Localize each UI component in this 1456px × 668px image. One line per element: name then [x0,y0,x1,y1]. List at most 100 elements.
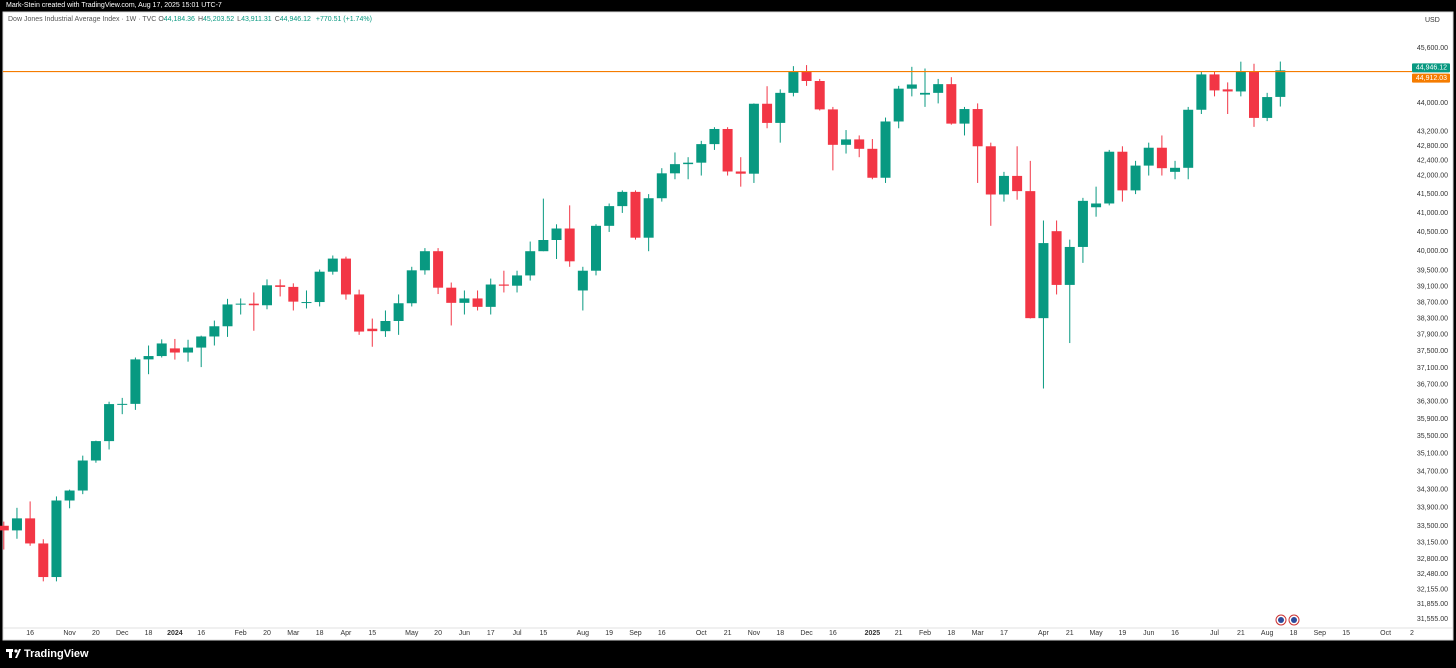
x-tick-label: Jul [513,630,522,637]
candle-body [841,139,852,145]
x-tick-label: Sep [629,630,642,637]
x-tick-label: Aug [1261,630,1274,637]
candle-body [722,128,733,172]
y-tick-label: 34,700.00 [1417,468,1448,475]
candle-body [1209,74,1220,91]
y-tick-label: 32,800.00 [1417,556,1448,563]
x-tick-label: 18 [1290,630,1298,637]
y-tick-label: 40,500.00 [1417,229,1448,236]
price-tag [1412,73,1450,83]
candle-body [512,275,523,286]
x-tick-label: Sep [1314,630,1327,637]
event-icon [1278,617,1284,623]
candle-body [801,71,812,82]
y-tick-label: 41,500.00 [1417,191,1448,198]
candle-body [604,206,615,226]
x-tick-label: Nov [748,630,761,637]
candle-body [1275,70,1286,97]
y-tick-label: 43,200.00 [1417,129,1448,136]
x-tick-label: Nov [63,630,76,637]
candle-body [314,271,325,303]
y-tick-label: 37,500.00 [1417,348,1448,355]
y-tick-label: 36,700.00 [1417,382,1448,389]
ohlc-value: 44,184.36 [163,16,195,23]
logo-icon [6,649,21,658]
candle-body [946,84,957,124]
x-tick-label: Jun [1143,630,1154,637]
x-tick-label: Apr [341,630,353,637]
candle-body [393,303,404,321]
candle-body [920,92,930,95]
x-tick-label: Mar [287,630,300,637]
y-tick-label: 31,855.00 [1417,601,1448,608]
x-tick-label: Apr [1038,630,1050,637]
change: +770.51 (+1.74%) [315,16,372,23]
x-tick-label: Aug [577,630,590,637]
candle-body [564,228,575,262]
y-tick-label: 37,900.00 [1417,332,1448,339]
y-tick-label: 32,480.00 [1417,571,1448,578]
attribution: Mark-Stein created with TradingView.com,… [6,2,222,9]
y-tick-label: 33,900.00 [1417,505,1448,512]
ohlc: O44,184.36 H45,203.52 L43,911.31 C44,946.12 [158,16,314,23]
x-tick-label: 19 [605,630,613,637]
x-tick-label: 20 [92,630,100,637]
candle-body [459,298,470,303]
candle-body [972,109,983,147]
candle-body [51,500,62,578]
y-tick-label: 42,800.00 [1417,143,1448,150]
ohlc-value: 44,946.12 [279,16,311,23]
ohlc-key: O [158,16,164,23]
x-tick-label: May [1089,630,1103,637]
candle-body [669,164,680,174]
candle-body [1156,147,1167,169]
legend: Dow Jones Industrial Average Index · 1W … [8,16,375,23]
x-tick-label: May [405,630,419,637]
x-tick-label: Mar [972,630,985,637]
candle-body [880,121,891,178]
candle-body [196,336,207,348]
ohlc-value: 45,203.52 [203,16,235,23]
candle-body [156,343,167,357]
x-tick-label: 15 [539,630,547,637]
candle-body [0,525,9,531]
candle-body [183,347,194,353]
candle-body [1222,89,1233,92]
y-tick-label: 42,400.00 [1417,158,1448,165]
candle-body [1091,203,1102,208]
candle-body [1183,109,1194,168]
candle-body [275,285,286,287]
x-tick-label: 2 [1410,630,1414,637]
candle-body [998,175,1009,195]
x-tick-label: 15 [1342,630,1350,637]
y-tick-label: 37,100.00 [1417,365,1448,372]
candle-body [1025,191,1036,319]
candle-body [143,356,154,360]
y-tick-label: 41,000.00 [1417,210,1448,217]
x-tick-label: 18 [316,630,324,637]
candle-body [630,191,641,238]
x-tick-label: 16 [658,630,666,637]
candle-body [1196,74,1207,110]
candle-body [25,518,36,544]
candle-body [525,251,536,276]
candle-body [1143,147,1154,166]
x-tick-label: 2025 [865,630,881,637]
candle-body [656,173,667,199]
ohlc-value: 43,911.31 [241,16,272,23]
candle-body [104,404,115,442]
candle-body [683,162,694,165]
candle-body [406,270,417,304]
y-tick-label: 39,500.00 [1417,268,1448,275]
candle-body [1038,243,1049,319]
candle-body [235,303,246,305]
x-tick-label: 2024 [167,630,183,637]
x-tick-label: 19 [1119,630,1127,637]
x-tick-label: 18 [145,630,153,637]
candle-body [485,284,496,307]
candle-body [90,441,101,461]
candle-body [288,286,299,302]
x-tick-label: 21 [1237,630,1245,637]
